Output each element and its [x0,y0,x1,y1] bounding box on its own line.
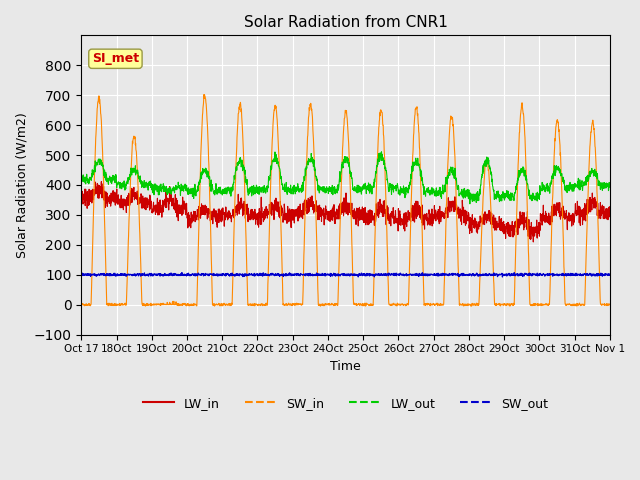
LW_in [606,211,614,216]
LW_out [225,187,232,192]
SW_out [225,272,233,278]
SW_out [372,271,380,277]
LW_out [378,149,385,155]
SW_out [575,272,582,277]
LW_in [372,201,380,207]
SW_out [500,272,508,278]
LW_out [606,181,614,187]
LW_out [361,185,369,191]
LW_in [225,215,233,220]
LW_in [529,239,537,245]
SW_out [77,271,85,277]
SW_in [77,301,85,307]
Legend: LW_in, SW_in, LW_out, SW_out: LW_in, SW_in, LW_out, SW_out [138,392,554,415]
SW_in [575,301,582,307]
SW_out [361,271,369,276]
LW_in [560,214,568,219]
X-axis label: Time: Time [330,360,361,373]
LW_out [372,170,380,176]
SW_out [606,272,614,278]
LW_in [97,179,105,184]
Text: SI_met: SI_met [92,52,139,65]
Line: LW_in: LW_in [81,181,610,242]
SW_in [141,303,149,309]
LW_out [77,176,85,182]
LW_out [575,175,582,181]
SW_in [500,302,508,308]
SW_out [560,273,568,278]
LW_out [560,180,568,186]
SW_in [200,92,208,97]
LW_out [466,201,474,207]
SW_in [606,301,614,307]
SW_in [560,250,568,255]
Title: Solar Radiation from CNR1: Solar Radiation from CNR1 [244,15,447,30]
SW_out [178,270,186,276]
SW_in [372,181,380,187]
LW_in [77,201,85,206]
LW_in [499,225,507,231]
SW_out [499,274,506,280]
SW_in [225,301,233,307]
Y-axis label: Solar Radiation (W/m2): Solar Radiation (W/m2) [15,112,28,258]
Line: LW_out: LW_out [81,152,610,204]
LW_in [575,207,582,213]
LW_out [500,194,508,200]
LW_in [361,210,369,216]
Line: SW_in: SW_in [81,95,610,306]
Line: SW_out: SW_out [81,273,610,277]
SW_in [361,302,369,308]
